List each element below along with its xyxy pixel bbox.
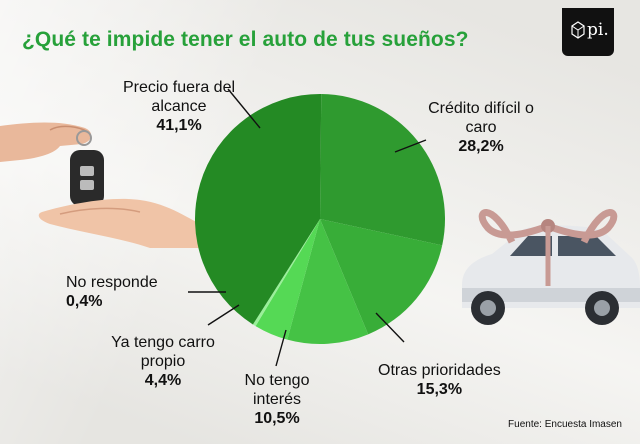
chart-title: ¿Qué te impide tener el auto de tus sueñ… — [22, 28, 469, 51]
slice-label-ya-tengo: Ya tengo carro propio 4,4% — [108, 333, 218, 390]
slice-label-no-interes: No tengo interés 10,5% — [240, 371, 314, 428]
slice-value-no-responde: 0,4% — [66, 293, 103, 310]
leader-line-precio — [227, 88, 261, 129]
pie-slice-no-responde — [252, 219, 320, 327]
leader-line-ya-tengo — [207, 304, 240, 326]
slice-value-precio: 41,1% — [156, 117, 202, 134]
slice-value-ya-tengo: 4,4% — [144, 372, 182, 389]
car-with-bow-illustration — [462, 209, 640, 325]
pie-slice-otras — [320, 219, 443, 335]
pie-slice-credito — [320, 94, 445, 246]
slice-value-no-interes: 10,5% — [254, 410, 300, 427]
pie-slice-precio — [194, 93, 322, 325]
slice-label-precio: Precio fuera del alcance 41,1% — [116, 78, 242, 135]
slice-label-otras: Otras prioridades 15,3% — [378, 361, 501, 399]
logo-icon — [571, 21, 585, 39]
slice-name-otras: Otras prioridades — [378, 362, 501, 379]
slice-name-no-responde: No responde — [66, 274, 158, 291]
pie-slice-ya-tengo — [255, 219, 320, 340]
slice-name-credito: Crédito difícil o caro — [428, 100, 534, 136]
slice-name-no-interes: No tengo interés — [244, 372, 310, 408]
hands-with-car-key-illustration — [0, 122, 205, 248]
slice-name-precio: Precio fuera del alcance — [122, 79, 236, 115]
slice-value-otras: 15,3% — [416, 381, 463, 398]
leader-line-credito — [394, 139, 427, 153]
slice-label-credito: Crédito difícil o caro 28,2% — [428, 99, 534, 156]
pie-slice-no-interes — [287, 219, 369, 344]
source-note: Fuente: Encuesta Imasen — [508, 419, 622, 430]
leader-line-otras — [375, 312, 405, 343]
slice-label-no-responde: No responde 0,4% — [66, 273, 158, 311]
logo: pi. — [562, 8, 614, 56]
leader-line-no-interes — [275, 329, 287, 367]
slice-name-ya-tengo: Ya tengo carro propio — [111, 334, 215, 370]
slice-value-credito: 28,2% — [458, 138, 504, 155]
logo-text: pi. — [587, 20, 609, 40]
